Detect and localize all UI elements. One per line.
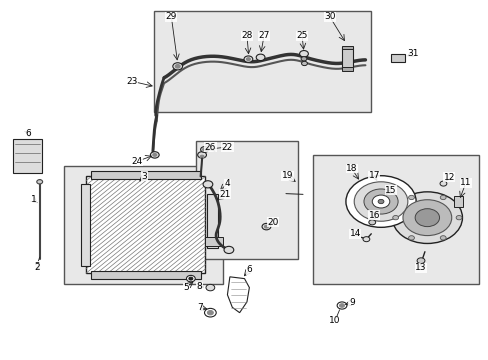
Circle shape bbox=[153, 153, 157, 156]
Circle shape bbox=[439, 181, 446, 186]
Bar bbox=[453, 196, 462, 207]
Circle shape bbox=[439, 195, 445, 199]
Circle shape bbox=[363, 189, 397, 214]
Circle shape bbox=[172, 63, 182, 70]
Text: 24: 24 bbox=[131, 157, 142, 166]
Bar bbox=[341, 45, 352, 49]
Text: 2: 2 bbox=[34, 262, 40, 271]
Text: 30: 30 bbox=[324, 12, 335, 21]
Text: 18: 18 bbox=[346, 164, 357, 173]
Circle shape bbox=[200, 147, 208, 152]
Text: 1: 1 bbox=[30, 195, 36, 204]
Circle shape bbox=[353, 182, 407, 221]
Bar bbox=[154, 12, 370, 112]
Circle shape bbox=[392, 216, 398, 220]
Circle shape bbox=[150, 152, 159, 158]
Circle shape bbox=[414, 209, 439, 226]
Text: 16: 16 bbox=[367, 211, 379, 220]
Text: 20: 20 bbox=[266, 218, 278, 227]
Text: 29: 29 bbox=[165, 12, 177, 21]
Text: 14: 14 bbox=[349, 229, 360, 238]
Bar bbox=[341, 47, 352, 69]
Circle shape bbox=[368, 220, 375, 225]
Bar bbox=[195, 140, 298, 259]
Bar bbox=[13, 139, 42, 173]
Circle shape bbox=[186, 275, 195, 282]
Circle shape bbox=[207, 311, 213, 315]
Circle shape bbox=[200, 155, 203, 158]
Circle shape bbox=[336, 302, 346, 309]
Circle shape bbox=[205, 284, 214, 291]
Circle shape bbox=[224, 246, 233, 253]
Circle shape bbox=[455, 216, 461, 220]
Text: 15: 15 bbox=[384, 185, 396, 194]
Circle shape bbox=[362, 237, 369, 242]
Circle shape bbox=[299, 50, 308, 57]
Circle shape bbox=[188, 277, 192, 280]
Polygon shape bbox=[227, 277, 249, 313]
Circle shape bbox=[345, 176, 415, 227]
Circle shape bbox=[301, 57, 306, 61]
Text: 25: 25 bbox=[296, 31, 307, 40]
Text: 27: 27 bbox=[258, 31, 269, 40]
Circle shape bbox=[246, 58, 250, 60]
Circle shape bbox=[256, 54, 264, 60]
Bar bbox=[341, 67, 352, 71]
Text: 3: 3 bbox=[142, 172, 147, 181]
Text: 11: 11 bbox=[459, 178, 470, 187]
Circle shape bbox=[377, 199, 383, 204]
Text: 23: 23 bbox=[126, 77, 138, 86]
Circle shape bbox=[37, 180, 42, 184]
Circle shape bbox=[408, 236, 414, 240]
Text: 12: 12 bbox=[443, 173, 454, 182]
Text: 8: 8 bbox=[196, 282, 202, 291]
Circle shape bbox=[197, 152, 206, 158]
Bar bbox=[91, 271, 200, 279]
Text: 5: 5 bbox=[183, 283, 188, 292]
Text: 28: 28 bbox=[241, 31, 252, 40]
Circle shape bbox=[203, 181, 212, 188]
Bar bbox=[390, 54, 405, 62]
Bar bbox=[81, 184, 90, 266]
Text: 2: 2 bbox=[34, 264, 40, 273]
Circle shape bbox=[391, 192, 462, 243]
Bar bbox=[64, 166, 222, 284]
Text: 22: 22 bbox=[222, 143, 233, 152]
Text: 17: 17 bbox=[367, 171, 379, 180]
Text: 7: 7 bbox=[196, 303, 202, 312]
Circle shape bbox=[402, 200, 451, 235]
Circle shape bbox=[244, 56, 252, 62]
Circle shape bbox=[175, 64, 180, 68]
Bar bbox=[206, 194, 217, 248]
Circle shape bbox=[301, 61, 307, 66]
Bar bbox=[205, 237, 222, 246]
Bar bbox=[312, 155, 478, 284]
Text: 6: 6 bbox=[246, 265, 252, 274]
Circle shape bbox=[202, 148, 206, 151]
Text: 26: 26 bbox=[204, 143, 216, 152]
Text: 4: 4 bbox=[224, 179, 230, 188]
Circle shape bbox=[416, 258, 424, 264]
Text: 6: 6 bbox=[25, 129, 31, 138]
Text: 9: 9 bbox=[348, 298, 354, 307]
Bar bbox=[86, 176, 205, 273]
Bar bbox=[91, 171, 200, 179]
Circle shape bbox=[264, 225, 268, 228]
Circle shape bbox=[204, 309, 216, 317]
Circle shape bbox=[339, 304, 344, 307]
Text: 19: 19 bbox=[281, 171, 293, 180]
Text: 13: 13 bbox=[414, 264, 426, 273]
Circle shape bbox=[262, 224, 270, 230]
Text: 31: 31 bbox=[406, 49, 418, 58]
Text: 21: 21 bbox=[219, 190, 230, 199]
Text: 10: 10 bbox=[328, 316, 340, 325]
Circle shape bbox=[371, 195, 389, 208]
Circle shape bbox=[439, 236, 445, 240]
Circle shape bbox=[408, 195, 414, 199]
